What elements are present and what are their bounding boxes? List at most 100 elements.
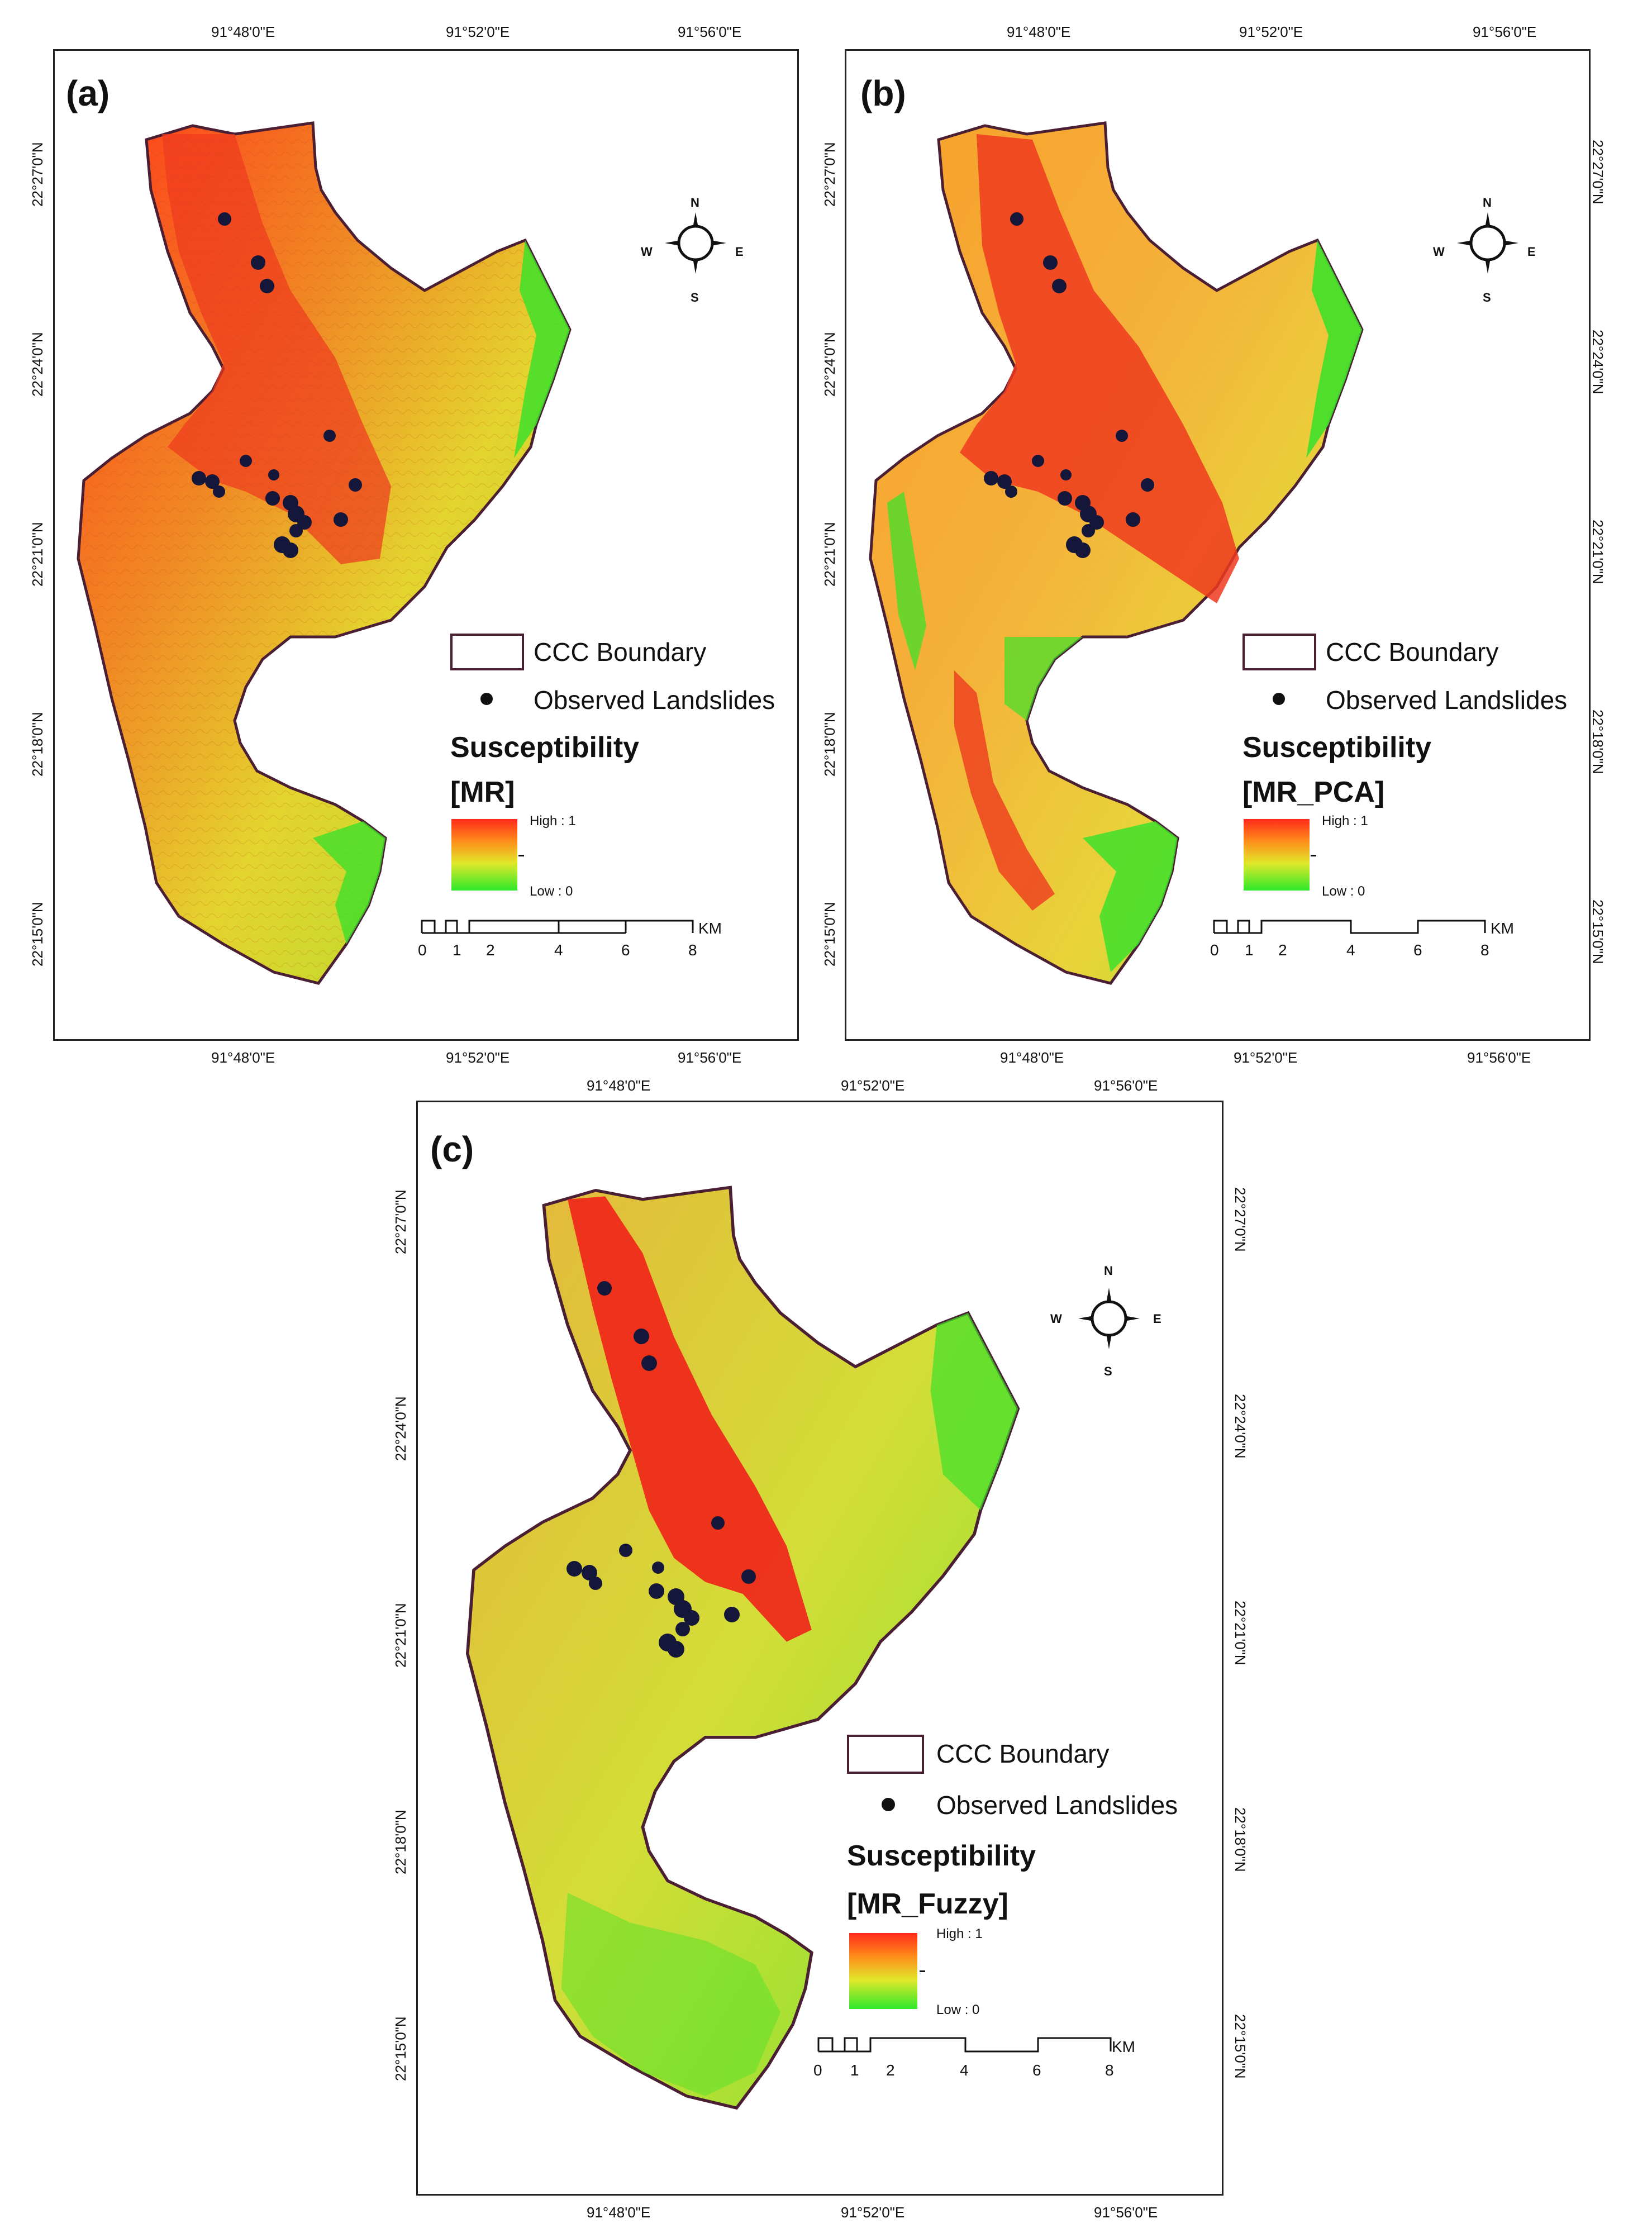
lat-right-b-2: 22°24'0"N [1589, 330, 1606, 394]
ramp-low-c: Low : 0 [936, 2002, 980, 2017]
north-arrow-b-icon [1457, 212, 1518, 274]
legend-landslide-label-a: Observed Landslides [534, 685, 775, 715]
ramp-low-b: Low : 0 [1322, 884, 1365, 899]
lat-left-c-3: 22°21'0"N [392, 1603, 409, 1668]
lon-bot-b-1: 91°48'0"E [1000, 1049, 1064, 1066]
legend-boundary-swatch-c [847, 1735, 924, 1774]
lat-right-b-4: 22°18'0"N [1589, 710, 1606, 774]
lon-top-a-1: 91°48'0"E [211, 23, 275, 40]
map-b [869, 121, 1364, 985]
lat-left-c-2: 22°24'0"N [392, 1396, 409, 1461]
scale-tick-c-4: 6 [1032, 2062, 1041, 2079]
lat-right-b-5: 22°15'0"N [1589, 899, 1606, 964]
lat-right-b-1: 22°27'0"N [1589, 140, 1606, 204]
lat-right-c-5: 22°15'0"N [1232, 2014, 1249, 2079]
lat-right-c-3: 22°21'0"N [1232, 1601, 1249, 1665]
legend-boundary-swatch-a [450, 634, 524, 670]
compass-s-b: S [1483, 291, 1491, 304]
scale-bar-b [1213, 920, 1486, 934]
scale-tick-c-0: 0 [813, 2062, 822, 2079]
model-name-b: [MR_PCA] [1242, 776, 1385, 808]
lon-bot-c-3: 91°56'0"E [1094, 2204, 1158, 2221]
low-zone-a [514, 240, 570, 458]
lat-left-a-4: 22°18'0"N [29, 712, 46, 777]
scale-tick-a-1: 1 [453, 941, 461, 959]
lon-top-b-2: 91°52'0"E [1239, 23, 1303, 40]
scale-tick-c-1: 1 [850, 2062, 859, 2079]
legend-landslide-dot-a [480, 693, 493, 705]
lat-left-b-5: 22°15'0"N [821, 902, 838, 967]
lon-top-a-2: 91°52'0"E [446, 23, 510, 40]
susceptibility-title-a: Susceptibility [450, 731, 640, 764]
ramp-tick-a [518, 855, 524, 856]
lat-right-b-3: 22°21'0"N [1589, 520, 1606, 584]
model-name-a: [MR] [450, 776, 515, 808]
panel-label-a: (a) [66, 73, 110, 113]
ramp-high-c: High : 1 [936, 1926, 983, 1941]
compass-w-a: W [641, 245, 653, 259]
compass-n-c: N [1104, 1264, 1113, 1278]
compass-n-a: N [691, 196, 699, 210]
lat-left-a-1: 22°27'0"N [29, 142, 46, 207]
lat-left-b-4: 22°18'0"N [821, 712, 838, 777]
lat-right-c-2: 22°24'0"N [1232, 1394, 1249, 1459]
panel-label-c: (c) [430, 1129, 474, 1169]
scale-tick-b-5: 8 [1480, 941, 1489, 959]
lat-left-b-1: 22°27'0"N [821, 142, 838, 207]
panel-label-b: (b) [860, 73, 906, 113]
legend-boundary-label-a: CCC Boundary [534, 637, 707, 667]
north-arrow-a-icon [665, 212, 726, 274]
scale-tick-a-3: 4 [554, 941, 563, 959]
scale-tick-b-2: 2 [1278, 941, 1287, 959]
lon-top-c-1: 91°48'0"E [587, 1077, 651, 1094]
ramp-tick-b [1311, 855, 1316, 856]
north-arrow-c-icon [1078, 1288, 1140, 1349]
landslides-a [192, 212, 362, 558]
lat-right-c-4: 22°18'0"N [1232, 1807, 1249, 1872]
lon-bot-c-1: 91°48'0"E [587, 2204, 651, 2221]
scale-unit-c: KM [1112, 2038, 1135, 2055]
scale-tick-c-5: 8 [1105, 2062, 1114, 2079]
compass-w-c: W [1050, 1312, 1062, 1326]
legend-landslide-dot-c [882, 1798, 895, 1811]
high-zone-b [960, 134, 1239, 603]
ramp-high-b: High : 1 [1322, 813, 1368, 829]
lon-bot-c-2: 91°52'0"E [841, 2204, 905, 2221]
lat-left-a-5: 22°15'0"N [29, 902, 46, 967]
compass-e-a: E [735, 245, 744, 259]
scale-tick-b-0: 0 [1210, 941, 1219, 959]
lat-left-a-3: 22°21'0"N [29, 522, 46, 587]
scale-tick-a-0: 0 [418, 941, 427, 959]
scale-tick-b-1: 1 [1245, 941, 1254, 959]
lat-left-a-2: 22°24'0"N [29, 332, 46, 397]
scale-tick-b-4: 6 [1413, 941, 1422, 959]
compass-s-a: S [691, 291, 699, 304]
susceptibility-title-b: Susceptibility [1242, 731, 1432, 764]
study-area-c [465, 1186, 1020, 2110]
high-zone-c [568, 1196, 812, 1642]
scale-unit-b: KM [1491, 920, 1514, 937]
map-c [465, 1186, 1020, 2110]
lon-bot-a-3: 91°56'0"E [678, 1049, 742, 1066]
lat-left-c-1: 22°27'0"N [392, 1189, 409, 1254]
lon-top-a-3: 91°56'0"E [678, 23, 742, 40]
ramp-low-a: Low : 0 [530, 884, 573, 899]
lon-bot-b-2: 91°52'0"E [1234, 1049, 1298, 1066]
legend-landslide-label-c: Observed Landslides [936, 1791, 1178, 1820]
low-zone-c [930, 1313, 1018, 1511]
lon-top-c-2: 91°52'0"E [841, 1077, 905, 1094]
lat-left-c-4: 22°18'0"N [392, 1810, 409, 1874]
scale-tick-a-2: 2 [486, 941, 495, 959]
compass-e-b: E [1527, 245, 1536, 259]
legend-boundary-label-c: CCC Boundary [936, 1739, 1110, 1768]
scale-tick-a-5: 8 [688, 941, 697, 959]
legend-boundary-label-b: CCC Boundary [1326, 637, 1499, 667]
lat-left-b-2: 22°24'0"N [821, 332, 838, 397]
low-zone-b [1306, 240, 1362, 458]
ramp-tick-c [920, 1970, 925, 1972]
color-ramp-a [451, 819, 517, 891]
color-ramp-b [1244, 819, 1310, 891]
scale-tick-c-3: 4 [960, 2062, 969, 2079]
